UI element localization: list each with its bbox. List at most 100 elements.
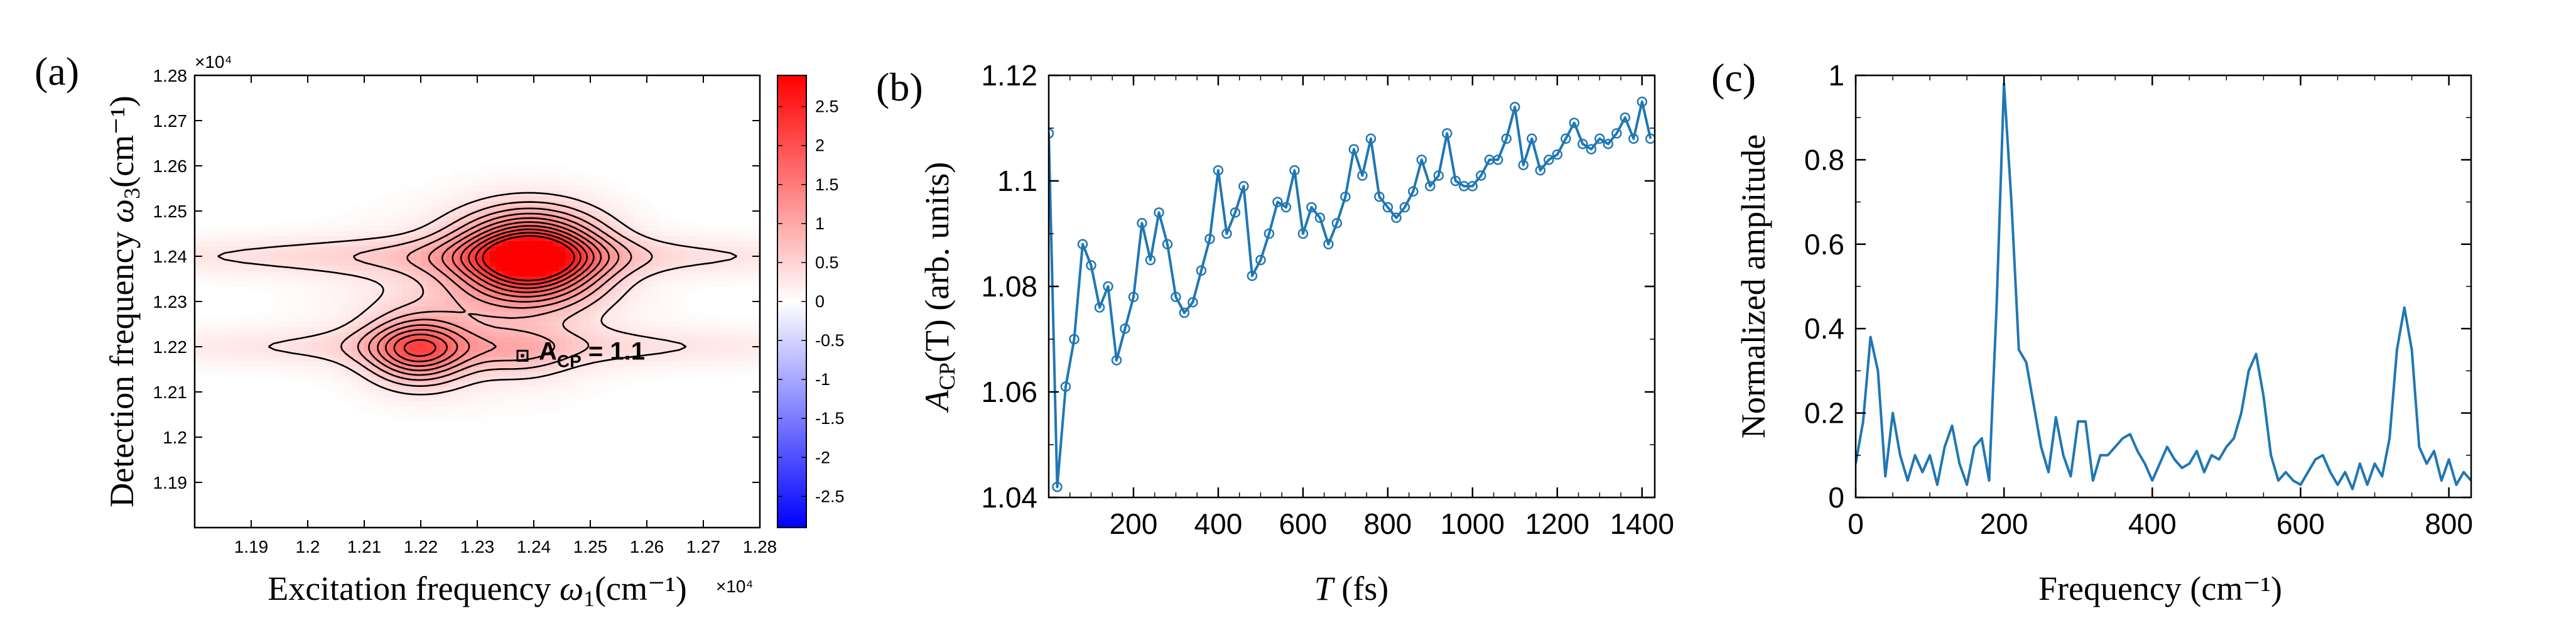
- heat-cell: [515, 301, 522, 307]
- heat-cell: [289, 296, 296, 302]
- heat-cell: [414, 312, 421, 317]
- heat-cell: [270, 241, 277, 247]
- heat-cell: [477, 191, 484, 197]
- x-tick-label: 200: [1110, 507, 1158, 540]
- heat-cell: [622, 221, 629, 227]
- heatmap-x-ticks: 1.19 1.2 1.21 1.22 1.23 1.24 1.25 1.26 1.27 1.28: [234, 75, 777, 556]
- heat-cell: [345, 251, 352, 257]
- heat-cell: [716, 281, 723, 287]
- heat-cell: [666, 261, 673, 267]
- heat-cell: [722, 342, 729, 347]
- heat-cell: [440, 412, 446, 418]
- heat-cell: [458, 412, 465, 418]
- heat-cell: [452, 276, 459, 282]
- heat-cell: [603, 181, 610, 187]
- heat-cell: [659, 312, 666, 317]
- heat-cell: [528, 301, 534, 307]
- heat-cell: [603, 211, 610, 217]
- heat-cell: [653, 211, 660, 217]
- heat-cell: [465, 367, 472, 372]
- heat-cell: [534, 251, 541, 257]
- heat-cell: [264, 312, 271, 317]
- data-point: [1314, 212, 1326, 224]
- heat-cell: [339, 307, 346, 312]
- heat-cell: [232, 372, 239, 377]
- heat-cell: [452, 307, 459, 312]
- heat-cell: [364, 211, 371, 217]
- heat-cell: [565, 226, 572, 232]
- heat-cell: [609, 362, 616, 367]
- heat-cell: [396, 281, 403, 287]
- heat-cell: [609, 377, 616, 383]
- heat-cell: [615, 201, 622, 207]
- heat-cell: [628, 357, 635, 362]
- heat-cell: [528, 307, 534, 312]
- heat-cell: [414, 407, 421, 413]
- heat-cell: [603, 296, 610, 302]
- heat-cell: [327, 301, 333, 307]
- heat-cell: [678, 317, 685, 322]
- heat-cell: [289, 347, 296, 352]
- heat-cell: [622, 196, 629, 202]
- heat-cell: [647, 246, 654, 252]
- heat-cell: [433, 226, 440, 232]
- heat-cell: [546, 332, 553, 337]
- heat-cell: [389, 276, 396, 282]
- heat-cell: [408, 301, 415, 307]
- heat-cell: [371, 307, 377, 312]
- heat-cell: [534, 377, 541, 383]
- heat-cell: [408, 417, 415, 423]
- heat-cell: [301, 317, 308, 322]
- heat-cell: [389, 301, 396, 307]
- heat-cell: [440, 307, 446, 312]
- heat-cell: [609, 382, 616, 388]
- heat-cell: [685, 327, 691, 332]
- heat-cell: [502, 276, 509, 282]
- heat-cell: [559, 201, 566, 207]
- heat-cell: [490, 231, 497, 237]
- heat-cell: [609, 191, 616, 197]
- heat-cell: [502, 261, 509, 267]
- heat-cell: [754, 266, 760, 272]
- heat-cell: [672, 226, 679, 232]
- heat-cell: [301, 307, 308, 312]
- heat-cell: [691, 271, 698, 277]
- contour-level: [482, 235, 575, 281]
- heat-cell: [565, 206, 572, 212]
- heat-cell: [641, 357, 647, 362]
- heat-cell: [358, 317, 365, 322]
- heat-cell: [352, 312, 359, 317]
- heat-cell: [710, 362, 717, 367]
- heat-cell: [490, 236, 497, 242]
- heat-cell: [320, 342, 327, 347]
- data-point: [1637, 96, 1648, 107]
- heat-cell: [226, 271, 233, 277]
- heat-cell: [371, 266, 377, 272]
- heat-cell: [641, 266, 647, 272]
- heat-cell: [446, 181, 453, 187]
- heat-cell: [452, 347, 459, 352]
- heat-cell: [653, 286, 660, 292]
- heat-cell: [327, 256, 333, 262]
- heat-cell: [327, 322, 333, 327]
- heat-cell: [352, 291, 359, 297]
- heat-cell: [320, 382, 327, 388]
- heat-cell: [289, 322, 296, 327]
- heat-cell: [628, 307, 635, 312]
- heat-cell: [433, 221, 440, 227]
- heat-cell: [239, 337, 246, 342]
- heat-cell: [528, 266, 534, 272]
- heat-cell: [408, 191, 415, 197]
- heat-cell: [622, 296, 629, 302]
- heat-cell: [509, 246, 516, 252]
- heat-cell: [628, 211, 635, 217]
- heat-cell: [540, 377, 547, 383]
- line-b-x-label: T (fs): [1314, 570, 1389, 607]
- heat-cell: [597, 221, 603, 227]
- heat-cell: [502, 241, 509, 247]
- heat-cell: [427, 342, 434, 347]
- heat-cell: [521, 327, 528, 332]
- heat-cell: [364, 281, 371, 287]
- data-point: [1365, 133, 1377, 144]
- heat-cell: [484, 387, 490, 393]
